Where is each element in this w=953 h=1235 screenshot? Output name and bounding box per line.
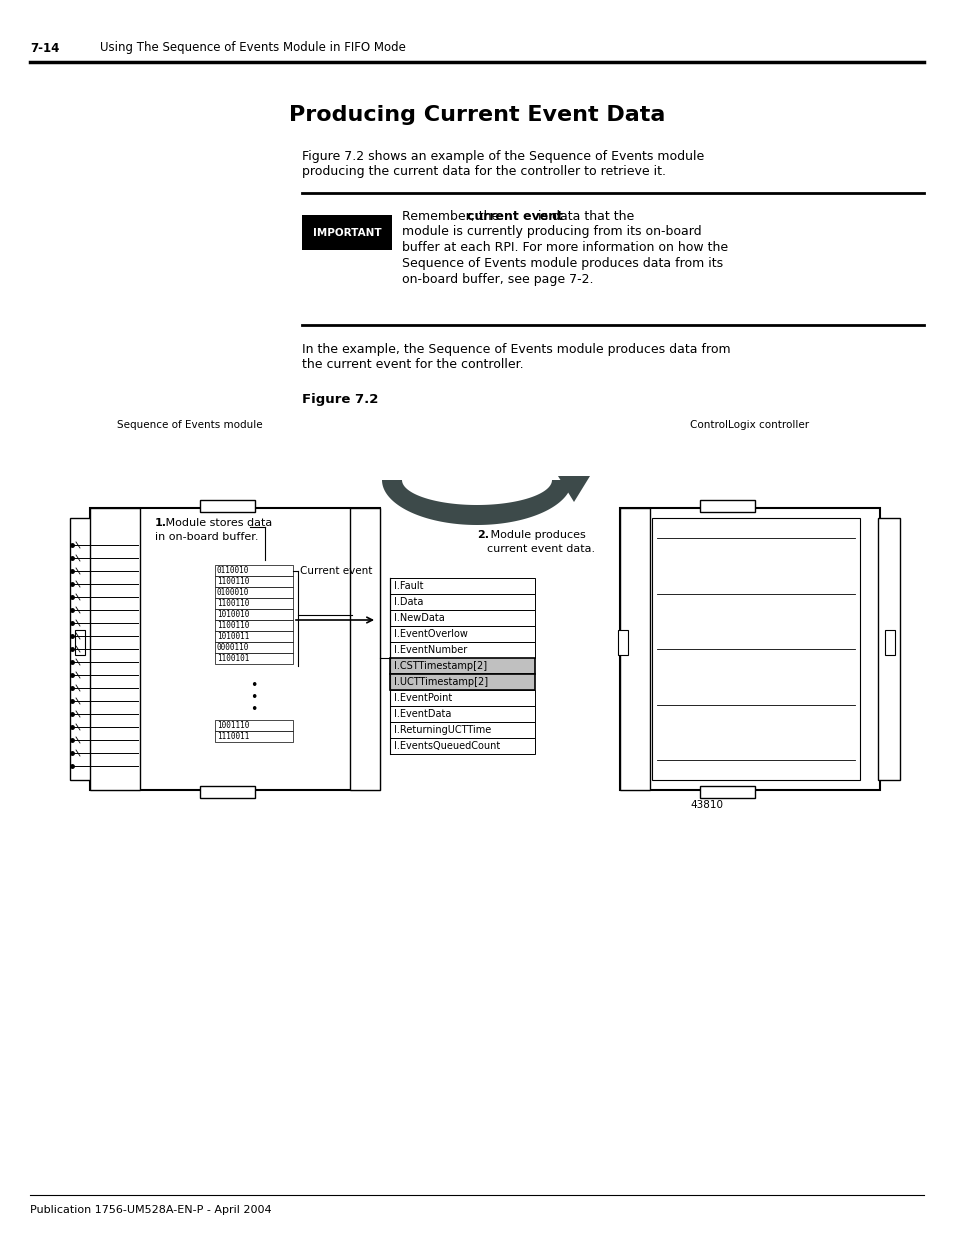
- Text: I.EventData: I.EventData: [394, 709, 451, 719]
- FancyBboxPatch shape: [200, 500, 254, 513]
- Text: I.EventOverlow: I.EventOverlow: [394, 629, 467, 638]
- Text: Publication 1756-UM528A-EN-P - April 2004: Publication 1756-UM528A-EN-P - April 200…: [30, 1205, 272, 1215]
- Text: the current event for the controller.: the current event for the controller.: [302, 358, 523, 370]
- Bar: [214, 620, 293, 631]
- Text: Module stores data: Module stores data: [162, 517, 272, 529]
- Bar: [390, 739, 535, 755]
- Text: 0000110: 0000110: [216, 643, 249, 652]
- Bar: [214, 609, 293, 620]
- Text: Sequence of Events module: Sequence of Events module: [117, 420, 262, 430]
- Text: 1001110: 1001110: [216, 721, 249, 730]
- Bar: [70, 517, 91, 781]
- Text: •: •: [250, 692, 257, 704]
- Text: I.EventsQueuedCount: I.EventsQueuedCount: [394, 741, 499, 751]
- Text: Producing Current Event Data: Producing Current Event Data: [289, 105, 664, 125]
- FancyBboxPatch shape: [700, 785, 754, 798]
- Text: current event: current event: [467, 210, 562, 224]
- Text: Sequence of Events module produces data from its: Sequence of Events module produces data …: [401, 257, 722, 270]
- Bar: [618, 630, 627, 655]
- Text: buffer at each RPI. For more information on how the: buffer at each RPI. For more information…: [401, 241, 727, 254]
- Text: •: •: [250, 703, 257, 716]
- Bar: [214, 631, 293, 642]
- Bar: [390, 658, 535, 674]
- Bar: [390, 594, 535, 610]
- Text: 1.: 1.: [154, 517, 167, 529]
- Text: 1010010: 1010010: [216, 610, 249, 619]
- Bar: [90, 508, 379, 790]
- Text: 43810: 43810: [689, 800, 722, 810]
- Text: ControlLogix controller: ControlLogix controller: [690, 420, 809, 430]
- Text: is data that the: is data that the: [534, 210, 634, 224]
- Text: 7-14: 7-14: [30, 42, 59, 54]
- Text: 1110011: 1110011: [216, 732, 249, 741]
- Text: 1100110: 1100110: [216, 599, 249, 608]
- Bar: [884, 630, 894, 655]
- Bar: [390, 578, 535, 594]
- Bar: [90, 508, 140, 790]
- Bar: [619, 508, 879, 790]
- Text: •: •: [250, 679, 257, 692]
- Text: 2.: 2.: [476, 530, 489, 540]
- Text: producing the current data for the controller to retrieve it.: producing the current data for the contr…: [302, 165, 665, 178]
- Text: on-board buffer, see page 7-2.: on-board buffer, see page 7-2.: [401, 273, 593, 287]
- Text: 1100101: 1100101: [216, 655, 249, 663]
- Bar: [214, 576, 293, 587]
- Text: module is currently producing from its on-board: module is currently producing from its o…: [401, 225, 700, 238]
- Text: current event data.: current event data.: [486, 543, 595, 555]
- Bar: [214, 642, 293, 653]
- Bar: [214, 587, 293, 598]
- Text: Remember, the: Remember, the: [401, 210, 503, 224]
- Bar: [390, 690, 535, 706]
- Text: I.Data: I.Data: [394, 597, 423, 606]
- Bar: [302, 215, 392, 249]
- Text: 0100010: 0100010: [216, 588, 249, 597]
- Bar: [390, 642, 535, 658]
- Text: IMPORTANT: IMPORTANT: [313, 227, 381, 237]
- Bar: [651, 517, 859, 781]
- Text: I.Fault: I.Fault: [394, 580, 423, 592]
- Bar: [619, 508, 649, 790]
- Text: 1100110: 1100110: [216, 577, 249, 585]
- Bar: [214, 720, 293, 731]
- Text: Figure 7.2 shows an example of the Sequence of Events module: Figure 7.2 shows an example of the Seque…: [302, 149, 703, 163]
- Bar: [390, 674, 535, 690]
- Bar: [75, 630, 85, 655]
- Text: In the example, the Sequence of Events module produces data from: In the example, the Sequence of Events m…: [302, 343, 730, 356]
- Bar: [350, 508, 379, 790]
- Bar: [214, 731, 293, 742]
- Bar: [390, 610, 535, 626]
- Bar: [877, 517, 899, 781]
- Text: 1100110: 1100110: [216, 621, 249, 630]
- Text: Current event: Current event: [299, 566, 372, 576]
- Text: Module produces: Module produces: [486, 530, 585, 540]
- Text: 1010011: 1010011: [216, 632, 249, 641]
- Bar: [390, 706, 535, 722]
- Text: I.EventNumber: I.EventNumber: [394, 645, 467, 655]
- Bar: [214, 653, 293, 664]
- Bar: [390, 722, 535, 739]
- Text: I.NewData: I.NewData: [394, 613, 444, 622]
- FancyBboxPatch shape: [700, 500, 754, 513]
- Text: 0110010: 0110010: [216, 566, 249, 576]
- Bar: [390, 626, 535, 642]
- Polygon shape: [381, 480, 572, 525]
- FancyBboxPatch shape: [200, 785, 254, 798]
- Text: I.UCTTimestamp[2]: I.UCTTimestamp[2]: [394, 677, 488, 687]
- Text: Figure 7.2: Figure 7.2: [302, 393, 378, 406]
- Polygon shape: [558, 475, 589, 501]
- Text: I.EventPoint: I.EventPoint: [394, 693, 452, 703]
- Bar: [214, 564, 293, 576]
- Text: I.ReturningUCTTime: I.ReturningUCTTime: [394, 725, 491, 735]
- Text: in on-board buffer.: in on-board buffer.: [154, 532, 258, 542]
- Bar: [214, 598, 293, 609]
- Text: Using The Sequence of Events Module in FIFO Mode: Using The Sequence of Events Module in F…: [100, 42, 405, 54]
- Text: I.CSTTimestamp[2]: I.CSTTimestamp[2]: [394, 661, 487, 671]
